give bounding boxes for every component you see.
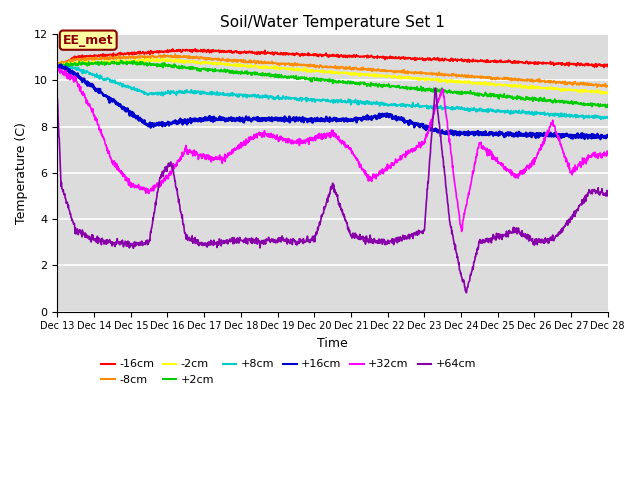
- +2cm: [367, 80, 375, 85]
- +32cm: [287, 140, 295, 145]
- -2cm: [299, 69, 307, 74]
- -8cm: [172, 51, 179, 57]
- +2cm: [602, 105, 610, 110]
- +32cm: [54, 63, 61, 69]
- -16cm: [600, 65, 608, 71]
- -16cm: [118, 51, 126, 57]
- -2cm: [604, 91, 612, 96]
- +16cm: [54, 64, 61, 70]
- -8cm: [299, 62, 307, 68]
- +32cm: [298, 138, 306, 144]
- -2cm: [158, 56, 166, 61]
- Line: -2cm: -2cm: [58, 59, 608, 94]
- +2cm: [287, 75, 295, 81]
- +16cm: [308, 120, 316, 126]
- +8cm: [97, 72, 104, 78]
- +64cm: [118, 237, 126, 243]
- +32cm: [118, 170, 126, 176]
- +16cm: [57, 61, 65, 67]
- +16cm: [299, 114, 307, 120]
- -8cm: [604, 84, 612, 89]
- -2cm: [96, 59, 104, 64]
- Line: +16cm: +16cm: [58, 64, 608, 139]
- +2cm: [308, 76, 316, 82]
- +32cm: [367, 177, 374, 182]
- -8cm: [96, 56, 104, 62]
- Text: EE_met: EE_met: [63, 34, 113, 47]
- +64cm: [96, 239, 104, 244]
- -8cm: [308, 63, 316, 69]
- +32cm: [96, 127, 104, 132]
- -2cm: [54, 61, 61, 67]
- +8cm: [604, 114, 612, 120]
- +2cm: [116, 58, 124, 64]
- +16cm: [119, 104, 127, 110]
- -2cm: [118, 59, 126, 64]
- X-axis label: Time: Time: [317, 337, 348, 350]
- +64cm: [54, 96, 61, 101]
- +16cm: [596, 136, 604, 142]
- +64cm: [287, 237, 295, 243]
- +8cm: [54, 63, 61, 69]
- +64cm: [367, 240, 374, 245]
- +2cm: [54, 63, 61, 69]
- +16cm: [604, 132, 612, 138]
- -16cm: [96, 53, 104, 59]
- -16cm: [367, 54, 375, 60]
- +8cm: [119, 81, 127, 87]
- +32cm: [308, 136, 316, 142]
- +16cm: [367, 115, 375, 120]
- Line: +64cm: +64cm: [58, 88, 608, 293]
- +64cm: [463, 290, 470, 296]
- +64cm: [308, 238, 316, 243]
- +16cm: [287, 117, 295, 123]
- -2cm: [287, 66, 295, 72]
- -8cm: [54, 61, 61, 67]
- -2cm: [596, 91, 604, 97]
- +8cm: [299, 96, 307, 101]
- +8cm: [54, 61, 62, 67]
- -8cm: [593, 84, 601, 90]
- +8cm: [287, 95, 295, 101]
- Line: +8cm: +8cm: [58, 64, 608, 120]
- +32cm: [604, 152, 612, 157]
- -8cm: [287, 62, 295, 68]
- +8cm: [367, 101, 375, 107]
- -16cm: [287, 51, 295, 57]
- +64cm: [604, 193, 612, 199]
- -16cm: [308, 52, 316, 58]
- Line: +32cm: +32cm: [58, 66, 608, 231]
- Title: Soil/Water Temperature Set 1: Soil/Water Temperature Set 1: [220, 15, 445, 30]
- +64cm: [298, 238, 306, 244]
- +2cm: [299, 74, 307, 80]
- -16cm: [299, 52, 307, 58]
- -2cm: [308, 67, 316, 72]
- Line: -16cm: -16cm: [58, 49, 608, 68]
- -8cm: [367, 66, 375, 72]
- +2cm: [119, 60, 127, 66]
- -8cm: [118, 55, 126, 61]
- Y-axis label: Temperature (C): Temperature (C): [15, 122, 28, 224]
- +2cm: [604, 104, 612, 110]
- +2cm: [96, 59, 104, 65]
- -16cm: [169, 46, 177, 52]
- +32cm: [458, 228, 465, 234]
- +64cm: [432, 85, 440, 91]
- Legend: -16cm, -8cm, -2cm, +2cm, +8cm, +16cm, +32cm, +64cm: -16cm, -8cm, -2cm, +2cm, +8cm, +16cm, +3…: [97, 355, 480, 389]
- Line: -8cm: -8cm: [58, 54, 608, 87]
- -16cm: [604, 64, 612, 70]
- +8cm: [597, 117, 605, 122]
- -16cm: [54, 62, 61, 68]
- +16cm: [97, 89, 104, 95]
- -2cm: [367, 72, 375, 78]
- +8cm: [308, 98, 316, 104]
- Line: +2cm: +2cm: [58, 61, 608, 108]
